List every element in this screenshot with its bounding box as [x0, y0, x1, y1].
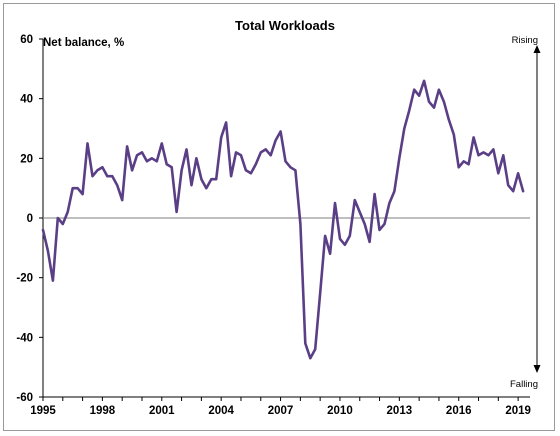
y-axis-label: Net balance, %	[43, 37, 124, 49]
chart-title: Total Workloads	[235, 18, 335, 33]
x-tick-label: 1995	[30, 405, 56, 417]
x-tick-label: 1998	[90, 405, 116, 417]
x-tick-label: 2004	[208, 405, 234, 417]
y-tick-label: 60	[20, 34, 33, 46]
y-tick-label: 40	[20, 94, 33, 106]
rising-arrowhead	[533, 45, 541, 53]
falling-arrowhead	[533, 365, 541, 373]
falling-annotation: Falling	[510, 379, 538, 390]
x-tick-label: 2013	[387, 405, 413, 417]
y-tick-label: -40	[16, 332, 33, 344]
x-tick-label: 2019	[505, 405, 531, 417]
y-tick-label: 20	[20, 153, 33, 165]
chart-frame	[3, 3, 555, 431]
y-tick-label: 0	[27, 213, 33, 225]
plot-area	[41, 79, 525, 360]
series-line	[41, 79, 525, 360]
y-tick-label: -60	[16, 392, 33, 404]
x-tick-label: 2007	[268, 405, 294, 417]
x-tick-label: 2016	[446, 405, 472, 417]
x-tick-label: 2001	[149, 405, 175, 417]
x-tick-label: 2010	[327, 405, 353, 417]
y-tick-label: -20	[16, 273, 33, 285]
rising-annotation: Rising	[512, 35, 538, 46]
axes	[39, 38, 530, 401]
